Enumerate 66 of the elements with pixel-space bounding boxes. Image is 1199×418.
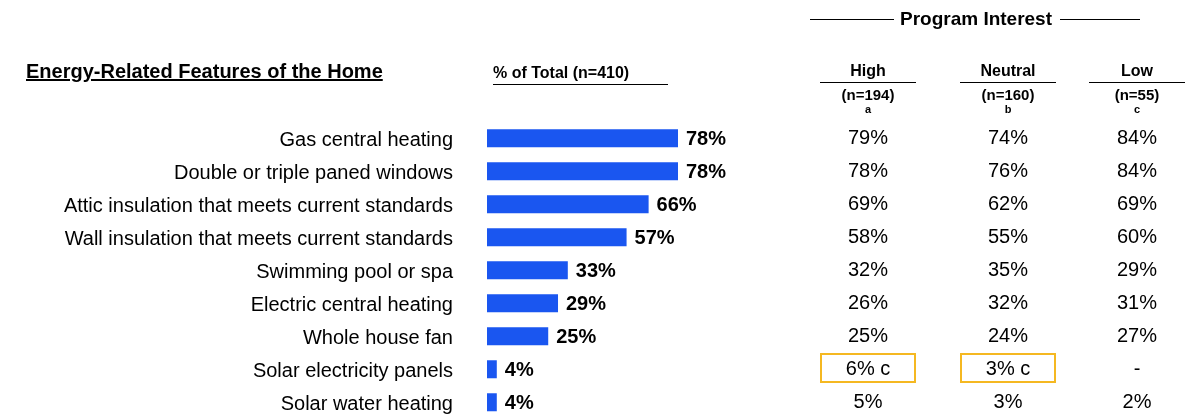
text: 76% xyxy=(987,159,1029,182)
text: 60% xyxy=(1116,225,1158,248)
text: 78% xyxy=(847,159,889,182)
text: 29% xyxy=(1116,258,1158,281)
text: 55% xyxy=(987,225,1029,248)
y-tick-label: Electric central heating xyxy=(250,292,453,315)
bar xyxy=(487,162,678,181)
text: 74% xyxy=(987,126,1029,149)
y-tick-label: Gas central heating xyxy=(279,127,453,150)
y-tick-label: Wall insulation that meets current standards xyxy=(64,226,453,249)
text: c xyxy=(1132,103,1142,115)
y-tick-label: Swimming pool or spa xyxy=(256,259,454,282)
data-label: 78% xyxy=(686,127,727,150)
text: 24% xyxy=(987,324,1029,347)
text: 35% xyxy=(987,258,1029,281)
text: 3% xyxy=(992,390,1024,413)
bar xyxy=(487,327,549,346)
text: High xyxy=(849,62,887,80)
text: 58% xyxy=(847,225,889,248)
text: Program Interest xyxy=(898,8,1053,30)
text: 27% xyxy=(1116,324,1158,347)
data-label: 4% xyxy=(504,391,534,414)
text: 79% xyxy=(847,126,889,149)
text: 62% xyxy=(987,192,1029,215)
text: 3% c xyxy=(984,357,1032,380)
text: 31% xyxy=(1116,291,1158,314)
text: Neutral xyxy=(979,62,1037,80)
data-label: 25% xyxy=(556,325,597,348)
text: 5% xyxy=(852,390,884,413)
data-label: 33% xyxy=(575,259,617,282)
data-label: 66% xyxy=(656,193,697,216)
text: (n=55) xyxy=(1113,86,1161,103)
bar xyxy=(487,195,649,214)
text: (n=194) xyxy=(840,86,896,103)
text: a xyxy=(863,103,873,115)
data-label: 57% xyxy=(634,226,675,249)
text: 32% xyxy=(987,291,1029,314)
text: 26% xyxy=(847,291,889,314)
text: 25% xyxy=(847,324,889,347)
y-tick-label: Attic insulation that meets current standards xyxy=(63,193,453,216)
data-label: 29% xyxy=(566,292,607,315)
data-label: 4% xyxy=(504,358,534,381)
text: - xyxy=(1132,357,1142,380)
text: b xyxy=(1003,103,1013,115)
text: 32% xyxy=(847,258,889,281)
bar xyxy=(487,360,497,379)
text: (n=160) xyxy=(980,86,1036,103)
text: 84% xyxy=(1116,126,1158,149)
x-axis-title: % of Total (n=410) xyxy=(493,64,668,85)
data-label: 78% xyxy=(686,160,727,183)
bar xyxy=(487,129,678,148)
bar xyxy=(487,393,497,412)
text: Energy-Related Features of the Home xyxy=(26,60,383,83)
y-tick-label: Double or triple paned windows xyxy=(173,160,453,183)
text: 69% xyxy=(847,192,889,215)
text: 2% xyxy=(1121,390,1153,413)
bar xyxy=(487,294,559,313)
y-tick-label: Whole house fan xyxy=(302,325,453,348)
y-tick-label: Solar electricity panels xyxy=(252,358,453,381)
bar xyxy=(487,228,627,247)
text: 69% xyxy=(1116,192,1158,215)
y-tick-label: Solar water heating xyxy=(280,391,453,414)
text: 6% c xyxy=(844,357,892,380)
bar xyxy=(487,261,568,280)
text: 84% xyxy=(1116,159,1158,182)
text: Low xyxy=(1120,62,1154,80)
